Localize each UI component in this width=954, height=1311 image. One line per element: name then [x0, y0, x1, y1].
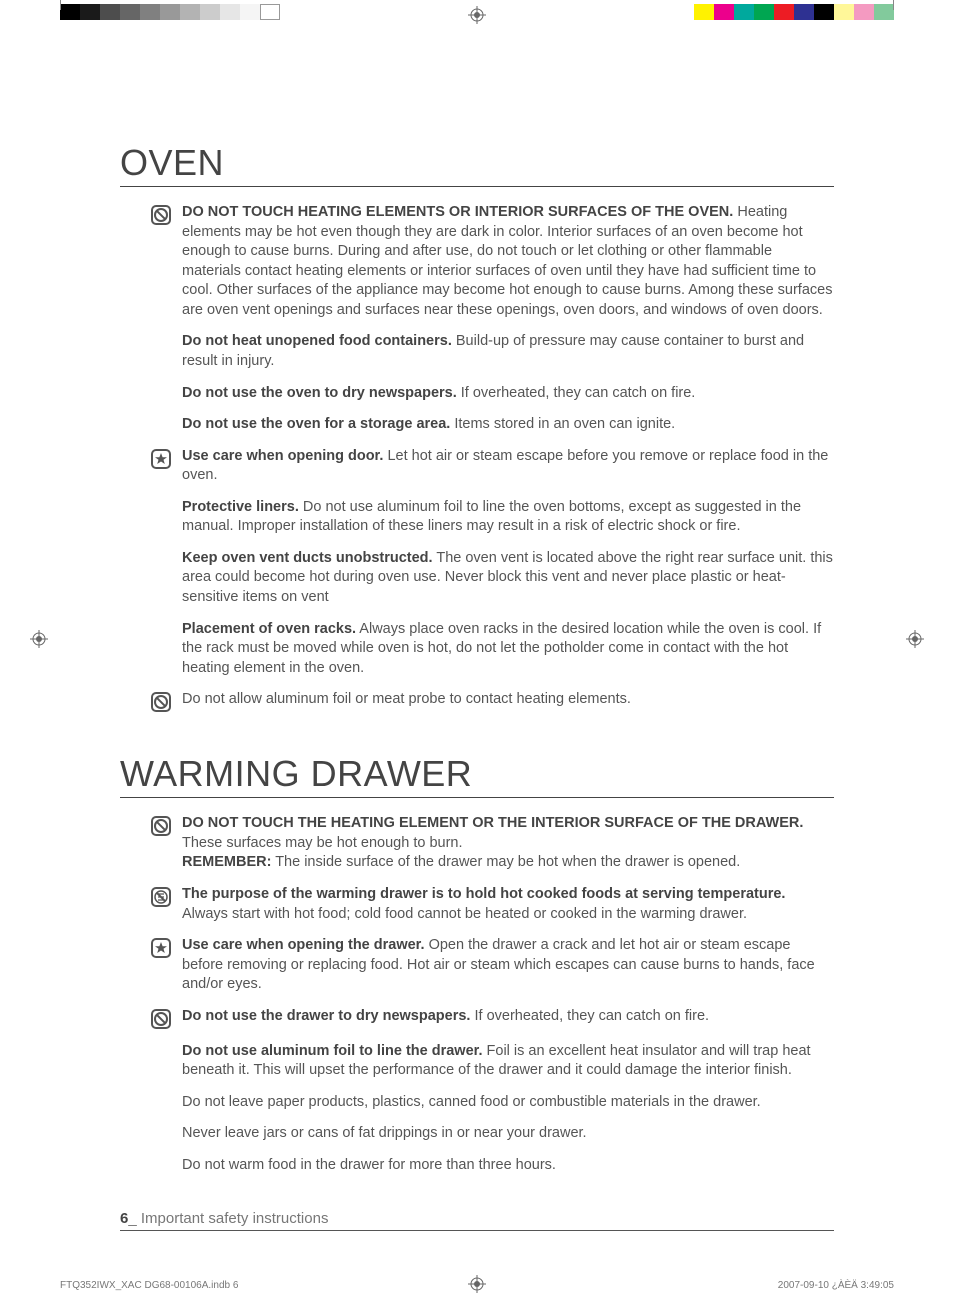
safety-item: Do not allow aluminum foil or meat probe…: [150, 690, 834, 713]
prohibit-icon: [150, 691, 172, 713]
item-text: DO NOT TOUCH HEATING ELEMENTS OR INTERIO…: [182, 203, 834, 320]
section-title: WARMING DRAWER: [120, 753, 834, 798]
item-text: Do not use the oven for a storage area. …: [182, 415, 834, 435]
safety-item: Do not leave paper products, plastics, c…: [150, 1093, 834, 1113]
print-job-footer: FTQ352IWX_XAC DG68-00106A.indb 6 2007-09…: [60, 1280, 894, 1291]
registration-mark-top: [468, 6, 486, 24]
section-title: OVEN: [120, 142, 834, 187]
item-text: Use care when opening the drawer. Open t…: [182, 936, 834, 995]
item-text: Protective liners. Do not use aluminum f…: [182, 498, 834, 537]
item-text: Do not allow aluminum foil or meat probe…: [182, 690, 834, 710]
item-text: Do not use aluminum foil to line the dra…: [182, 1042, 834, 1081]
registration-mark-right: [906, 630, 924, 648]
star-icon: [150, 448, 172, 470]
item-text: Do not heat unopened food containers. Bu…: [182, 332, 834, 371]
page-footer: 6_ Important safety instructions: [120, 1210, 834, 1231]
safety-item: Protective liners. Do not use aluminum f…: [150, 498, 834, 537]
item-text: Do not use the oven to dry newspapers. I…: [182, 384, 834, 404]
prohibit-icon: [150, 204, 172, 226]
safety-item: Do not warm food in the drawer for more …: [150, 1156, 834, 1176]
color-bar: [694, 4, 894, 20]
print-timestamp: 2007-09-10 ¿ÀÈÄ 3:49:05: [778, 1280, 894, 1291]
footer-label: Important safety instructions: [141, 1210, 329, 1227]
item-text: Use care when opening door. Let hot air …: [182, 447, 834, 486]
page-content: OVEN DO NOT TOUCH HEATING ELEMENTS OR IN…: [0, 32, 954, 1248]
item-text: DO NOT TOUCH THE HEATING ELEMENT OR THE …: [182, 814, 834, 873]
safety-item: The purpose of the warming drawer is to …: [150, 885, 834, 924]
item-text: Never leave jars or cans of fat dripping…: [182, 1124, 834, 1144]
safety-item: Do not heat unopened food containers. Bu…: [150, 332, 834, 371]
prohibit-icon: [150, 1008, 172, 1030]
safety-item: Never leave jars or cans of fat dripping…: [150, 1124, 834, 1144]
safety-item: Do not use aluminum foil to line the dra…: [150, 1042, 834, 1081]
section-body: DO NOT TOUCH HEATING ELEMENTS OR INTERIO…: [120, 191, 834, 713]
safety-item: Do not use the oven for a storage area. …: [150, 415, 834, 435]
file-reference: FTQ352IWX_XAC DG68-00106A.indb 6: [60, 1280, 238, 1291]
item-text: Placement of oven racks. Always place ov…: [182, 620, 834, 679]
safety-item: Use care when opening door. Let hot air …: [150, 447, 834, 486]
safety-item: Do not use the drawer to dry newspapers.…: [150, 1007, 834, 1030]
safety-item: DO NOT TOUCH THE HEATING ELEMENT OR THE …: [150, 814, 834, 873]
item-text: Do not use the drawer to dry newspapers.…: [182, 1007, 834, 1027]
prohibit-icon: [150, 815, 172, 837]
item-text: The purpose of the warming drawer is to …: [182, 885, 834, 924]
item-text: Do not warm food in the drawer for more …: [182, 1156, 834, 1176]
registration-mark-left: [30, 630, 48, 648]
safety-item: DO NOT TOUCH HEATING ELEMENTS OR INTERIO…: [150, 203, 834, 320]
section-body: DO NOT TOUCH THE HEATING ELEMENT OR THE …: [120, 802, 834, 1175]
printer-marks-top: [0, 0, 954, 32]
safety-item: Keep oven vent ducts unobstructed. The o…: [150, 549, 834, 608]
item-text: Do not leave paper products, plastics, c…: [182, 1093, 834, 1113]
item-text: Keep oven vent ducts unobstructed. The o…: [182, 549, 834, 608]
safety-item: Do not use the oven to dry newspapers. I…: [150, 384, 834, 404]
safety-item: Use care when opening the drawer. Open t…: [150, 936, 834, 995]
disassemble-icon: [150, 886, 172, 908]
grayscale-bar: [60, 4, 280, 20]
safety-item: Placement of oven racks. Always place ov…: [150, 620, 834, 679]
star-icon: [150, 937, 172, 959]
